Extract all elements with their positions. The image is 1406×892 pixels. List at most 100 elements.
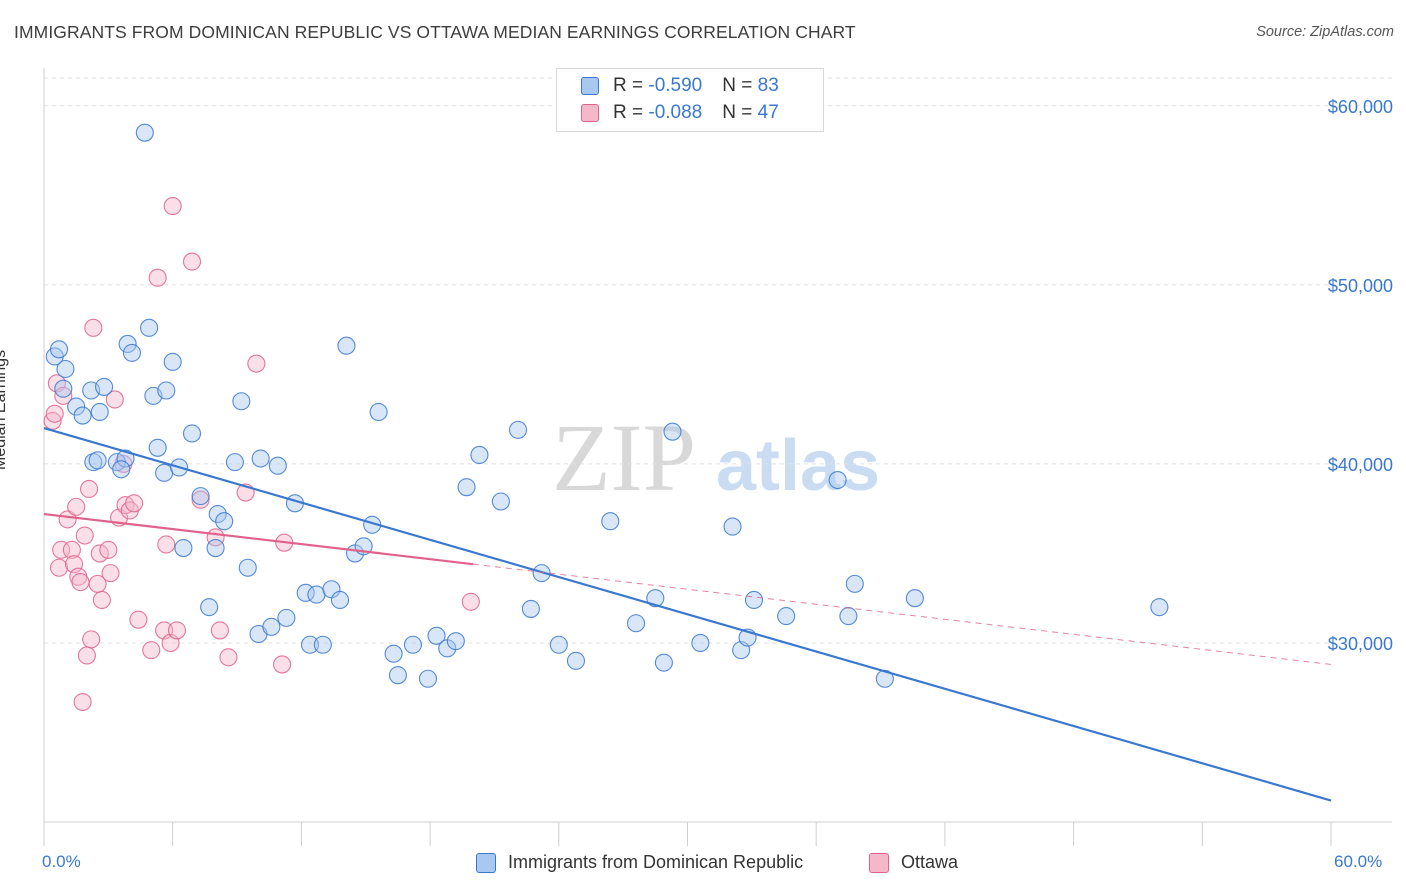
dominican-point	[601, 512, 620, 531]
ottawa-trend-extension	[472, 563, 1332, 665]
legend-r-value: -0.590	[648, 75, 703, 96]
ottawa-trend-line	[43, 512, 474, 566]
ottawa-point	[67, 497, 86, 516]
dominican-point	[875, 669, 894, 688]
bottom-legend-swatch-blue	[476, 852, 496, 873]
ottawa-point	[92, 590, 111, 610]
dominican-point	[200, 598, 219, 617]
dominican-point	[215, 512, 234, 531]
axes	[43, 68, 1392, 846]
watermark-atlas: atlas	[716, 426, 880, 506]
x-tick-min: 0.0%	[42, 852, 81, 871]
dominican-point	[845, 574, 864, 593]
dominican-point	[268, 456, 287, 475]
ottawa-point	[157, 535, 176, 554]
dominican-point	[238, 558, 257, 577]
ottawa-point	[273, 655, 292, 674]
dominican-point	[225, 453, 244, 472]
ottawa-point	[62, 540, 81, 559]
dominican-point	[300, 635, 320, 654]
y-tick-label: $30,000	[1328, 634, 1393, 654]
dominican-point	[777, 607, 796, 626]
dominican-trend-line	[43, 427, 1332, 802]
legend-n-value: 83	[757, 75, 779, 96]
dominican-point	[307, 585, 326, 604]
ottawa-point	[125, 494, 144, 513]
chart-title: IMMIGRANTS FROM DOMINICAN REPUBLIC VS OT…	[14, 22, 856, 42]
bottom-legend-ottawa: Ottawa	[869, 852, 958, 873]
dominican-point	[54, 379, 73, 398]
dominican-point	[330, 590, 350, 610]
ottawa-point	[79, 479, 99, 499]
x-tick-max: 60.0%	[1334, 852, 1383, 871]
legend-n-label: N =	[722, 75, 758, 96]
bottom-legend-swatch-pink	[869, 852, 889, 873]
chart-source: Source: ZipAtlas.com	[1256, 24, 1394, 40]
y-tick-label: $50,000	[1328, 276, 1393, 296]
dominican-point	[232, 392, 251, 411]
legend-swatch-blue	[581, 77, 599, 95]
y-tick-labels: $30,000 $40,000 $50,000 $60,000	[1328, 97, 1393, 654]
dominican-point	[521, 599, 540, 618]
dominican-point	[457, 478, 476, 497]
ottawa-point	[148, 268, 167, 287]
dominican-point	[112, 460, 131, 479]
grid-lines	[44, 77, 1392, 644]
trend-lines	[43, 427, 1332, 802]
dominican-point	[654, 653, 673, 672]
dominican-point	[148, 438, 167, 457]
legend-swatch-pink	[581, 104, 599, 122]
dominican-point	[549, 635, 568, 654]
dominican-point	[191, 487, 210, 506]
dominican-point	[839, 607, 858, 626]
dominican-point	[135, 123, 154, 142]
bottom-legend-label: Ottawa	[901, 852, 959, 872]
dominican-point	[122, 343, 141, 362]
dominican-point	[73, 406, 92, 425]
watermark: ZIP atlas	[552, 404, 880, 511]
ottawa-point	[58, 510, 77, 529]
legend-r-label: R =	[613, 102, 649, 123]
dominican-point	[56, 359, 75, 379]
dominican-point	[905, 589, 924, 608]
dominican-point	[208, 504, 227, 524]
dominican-point	[337, 336, 356, 355]
ottawa-point	[247, 354, 266, 373]
dominican-point	[140, 318, 159, 337]
ottawa-point	[54, 386, 73, 405]
dominican-point	[174, 539, 193, 558]
ottawa-point	[210, 621, 229, 640]
dominican-point	[157, 381, 176, 400]
ottawa-point	[52, 540, 71, 559]
dominican-point	[470, 445, 489, 465]
dominican-point	[626, 614, 646, 633]
bottom-legend-label: Immigrants from Dominican Republic	[508, 852, 804, 872]
ottawa-point	[129, 610, 148, 629]
ottawa-point	[99, 540, 118, 559]
dominican-point	[90, 402, 109, 422]
ottawa-point	[461, 592, 480, 611]
dominican-point	[116, 449, 135, 468]
dominican-point	[95, 377, 114, 396]
ottawa-points	[43, 197, 480, 712]
ottawa-point	[84, 318, 103, 337]
dominican-point	[1150, 598, 1169, 617]
legend-row-dominican: R = -0.590 N = 83	[581, 75, 779, 97]
ottawa-point	[182, 252, 202, 271]
dominican-point	[182, 424, 202, 443]
ottawa-point	[163, 197, 182, 216]
y-tick-label: $40,000	[1328, 455, 1393, 475]
ottawa-point	[167, 621, 187, 640]
dominican-point	[384, 644, 403, 663]
dominican-point	[262, 617, 281, 636]
ottawa-point	[45, 404, 64, 423]
dominican-point	[691, 633, 710, 653]
legend-row-ottawa: R = -0.088 N = 47	[581, 102, 779, 124]
ottawa-point	[219, 648, 238, 667]
dominican-point	[566, 651, 586, 670]
dominican-point	[403, 635, 422, 654]
dominican-point	[508, 420, 528, 439]
ottawa-point	[142, 641, 161, 660]
legend-r-label: R =	[613, 75, 649, 96]
ottawa-point	[75, 526, 94, 545]
